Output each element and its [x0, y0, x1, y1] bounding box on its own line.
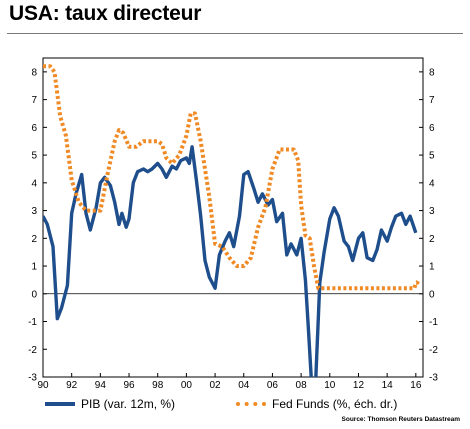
right-y-axis: -3 -2 -1 0 1 2 3 4 5 6 7 8 — [419, 67, 438, 384]
right-y-tick-label: 2 — [429, 234, 435, 245]
right-y-tick-label: 0 — [429, 289, 435, 300]
right-y-tick-label: 8 — [429, 67, 435, 78]
right-y-tick-label: 6 — [429, 123, 435, 134]
chart-title: USA: taux directeur — [9, 2, 202, 25]
source-note: Source: Thomson Reuters Datastream — [341, 416, 460, 423]
x-tick-label: 06 — [267, 380, 279, 391]
left-y-tick-label: 3 — [31, 206, 37, 217]
x-axis: 90 92 94 96 98 00 02 04 06 08 10 12 14 16 — [37, 373, 422, 391]
fed-legend-swatch — [236, 402, 266, 406]
x-tick-label: 02 — [210, 380, 222, 391]
left-y-tick-label: -1 — [28, 317, 37, 328]
right-y-tick-label: -1 — [429, 317, 438, 328]
right-y-tick-label: -3 — [429, 373, 438, 384]
x-tick-label: 16 — [410, 380, 422, 391]
right-y-tick-label: -2 — [429, 345, 438, 356]
left-y-tick-label: 5 — [31, 151, 37, 162]
left-y-tick-label: 6 — [31, 123, 37, 134]
x-tick-label: 94 — [95, 380, 107, 391]
left-y-tick-label: 8 — [31, 67, 37, 78]
left-y-tick-label: 4 — [31, 178, 37, 189]
legend-fed: Fed Funds (%, éch. dr.) — [236, 397, 397, 411]
x-tick-label: 00 — [181, 380, 193, 391]
pib-legend-swatch — [45, 402, 75, 406]
left-y-tick-label: -3 — [28, 373, 37, 384]
x-tick-label: 08 — [296, 380, 308, 391]
left-y-tick-label: 7 — [31, 95, 37, 106]
fed-funds-line — [43, 64, 421, 291]
x-tick-label: 92 — [66, 380, 78, 391]
plot-frame — [42, 57, 424, 378]
pib-line — [43, 145, 418, 377]
x-tick-label: 10 — [324, 380, 336, 391]
legend-pib: PIB (var. 12m, %) — [45, 397, 175, 411]
x-tick-label: 12 — [353, 380, 365, 391]
left-y-tick-label: 0 — [31, 289, 37, 300]
title-divider — [7, 33, 463, 34]
left-y-axis: -3 -2 -1 0 1 2 3 4 5 6 7 8 — [28, 67, 47, 384]
x-tick-label: 14 — [382, 380, 394, 391]
fed-legend-label: Fed Funds (%, éch. dr.) — [272, 397, 398, 411]
right-y-tick-label: 5 — [429, 151, 435, 162]
right-y-tick-label: 3 — [429, 206, 435, 217]
x-tick-label: 04 — [238, 380, 250, 391]
x-tick-label: 90 — [37, 380, 49, 391]
left-y-tick-label: 2 — [31, 234, 37, 245]
left-y-tick-label: -2 — [28, 345, 37, 356]
pib-legend-label: PIB (var. 12m, %) — [81, 397, 176, 411]
left-y-tick-label: 1 — [31, 262, 37, 273]
series-layer — [43, 64, 421, 377]
plot-border — [42, 57, 424, 378]
x-tick-label: 96 — [123, 380, 135, 391]
right-y-tick-label: 7 — [429, 95, 435, 106]
right-y-tick-label: 4 — [429, 178, 435, 189]
x-tick-label: 98 — [152, 380, 164, 391]
right-y-tick-label: 1 — [429, 262, 435, 273]
